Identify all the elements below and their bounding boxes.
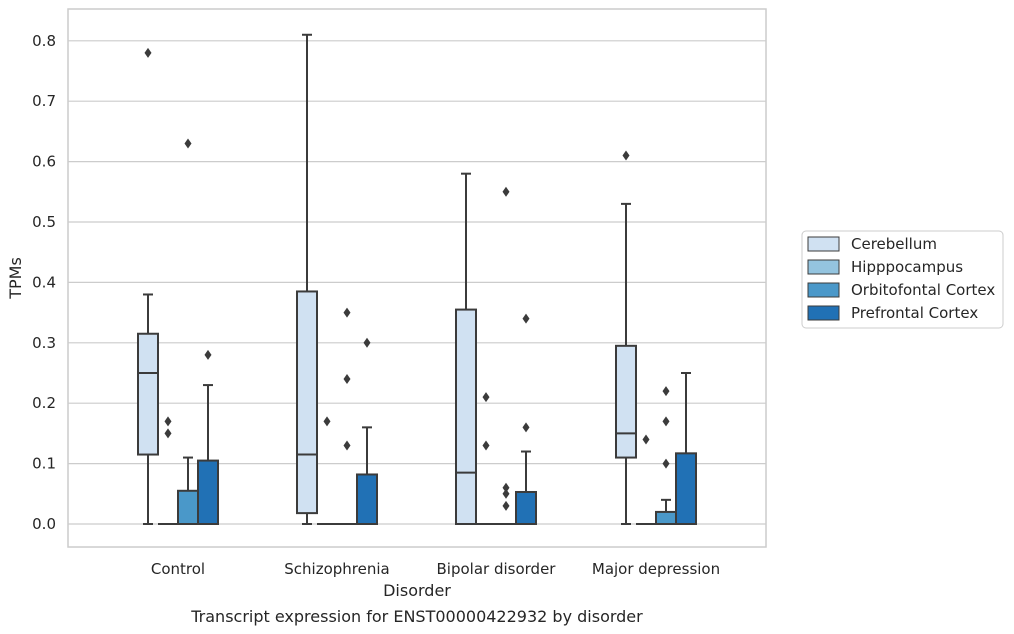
box-body (615, 344, 637, 459)
legend-swatch (807, 282, 840, 298)
outlier-marker (482, 440, 490, 451)
legend: Cerebellum Hipppocampus Orbitofontal Corte… (801, 230, 1004, 329)
box-body (655, 510, 677, 526)
box-cerebellum (615, 150, 637, 525)
plot-frame (67, 8, 767, 548)
x-tick-label: Schizophrenia (284, 560, 389, 578)
box-body (356, 473, 378, 525)
outlier-marker (184, 138, 192, 149)
box-orbitofontal-cortex (177, 138, 199, 525)
box-prefrontal-cortex (675, 372, 697, 525)
y-tick-label: 0.8 (32, 32, 56, 50)
box-hipppocampus (636, 434, 656, 525)
outlier-marker (343, 374, 351, 385)
outlier-marker (502, 500, 510, 511)
outlier-marker (502, 482, 510, 493)
box-prefrontal-cortex (356, 337, 378, 525)
outlier-marker (662, 386, 670, 397)
box-body (137, 332, 159, 456)
y-tick-label: 0.5 (32, 213, 56, 231)
box-cerebellum (455, 172, 477, 525)
legend-swatch (807, 259, 840, 275)
box-body (455, 308, 477, 525)
box-hipppocampus (158, 416, 178, 525)
outlier-marker (502, 488, 510, 499)
chart-caption: Transcript expression for ENST0000042293… (190, 607, 643, 626)
outlier-marker (144, 47, 152, 58)
legend-swatch (807, 305, 840, 321)
outlier-marker (343, 440, 351, 451)
outlier-marker (343, 307, 351, 318)
outlier-marker (662, 458, 670, 469)
box-body (177, 489, 199, 525)
y-tick-label: 0.3 (32, 334, 56, 352)
x-tick-label: Control (151, 560, 205, 578)
outlier-marker (204, 349, 212, 360)
y-tick-label: 0.7 (32, 92, 56, 110)
tick-labels: 0.0 0.1 0.2 0.3 0.4 0.5 0.6 0.7 0.8 Control Schizo… (32, 32, 720, 578)
box-cerebellum (296, 33, 318, 525)
legend-swatch (807, 236, 840, 252)
outlier-marker (482, 392, 490, 403)
box-body (515, 490, 537, 526)
gridlines (68, 40, 766, 525)
box-body (296, 290, 318, 515)
box-body (197, 459, 219, 525)
box-orbitofontal-cortex (337, 307, 357, 525)
outlier-marker (164, 416, 172, 427)
outlier-marker (642, 434, 650, 445)
legend-label: Prefrontal Cortex (851, 304, 978, 322)
legend-frame (801, 230, 1004, 329)
y-tick-label: 0.1 (32, 455, 56, 473)
plot-background (68, 9, 766, 547)
y-tick-label: 0.2 (32, 394, 56, 412)
legend-label: Cerebellum (851, 235, 937, 253)
outlier-marker (363, 337, 371, 348)
outlier-marker (522, 422, 530, 433)
x-tick-label: Bipolar disorder (437, 560, 557, 578)
outlier-marker (323, 416, 331, 427)
box-cerebellum (137, 47, 159, 525)
x-tick-label: Major depression (592, 560, 720, 578)
box-orbitofontal-cortex (496, 186, 516, 525)
outlier-marker (164, 428, 172, 439)
box-hipppocampus (317, 416, 337, 525)
y-tick-label: 0.4 (32, 273, 56, 291)
legend-label: Hipppocampus (851, 258, 963, 276)
box-body (675, 452, 697, 525)
legend-label: Orbitofontal Cortex (851, 281, 995, 299)
y-tick-label: 0.0 (32, 515, 56, 533)
box-prefrontal-cortex (515, 313, 537, 526)
outlier-marker (662, 416, 670, 427)
box-hipppocampus (476, 392, 496, 525)
outlier-marker (522, 313, 530, 324)
outlier-marker (622, 150, 630, 161)
box-orbitofontal-cortex (655, 386, 677, 526)
y-tick-label: 0.6 (32, 153, 56, 171)
outlier-marker (502, 186, 510, 197)
y-axis-label: TPMs (6, 257, 25, 300)
box-prefrontal-cortex (197, 349, 219, 525)
box-series (137, 33, 697, 526)
x-axis-label: Disorder (383, 581, 451, 600)
